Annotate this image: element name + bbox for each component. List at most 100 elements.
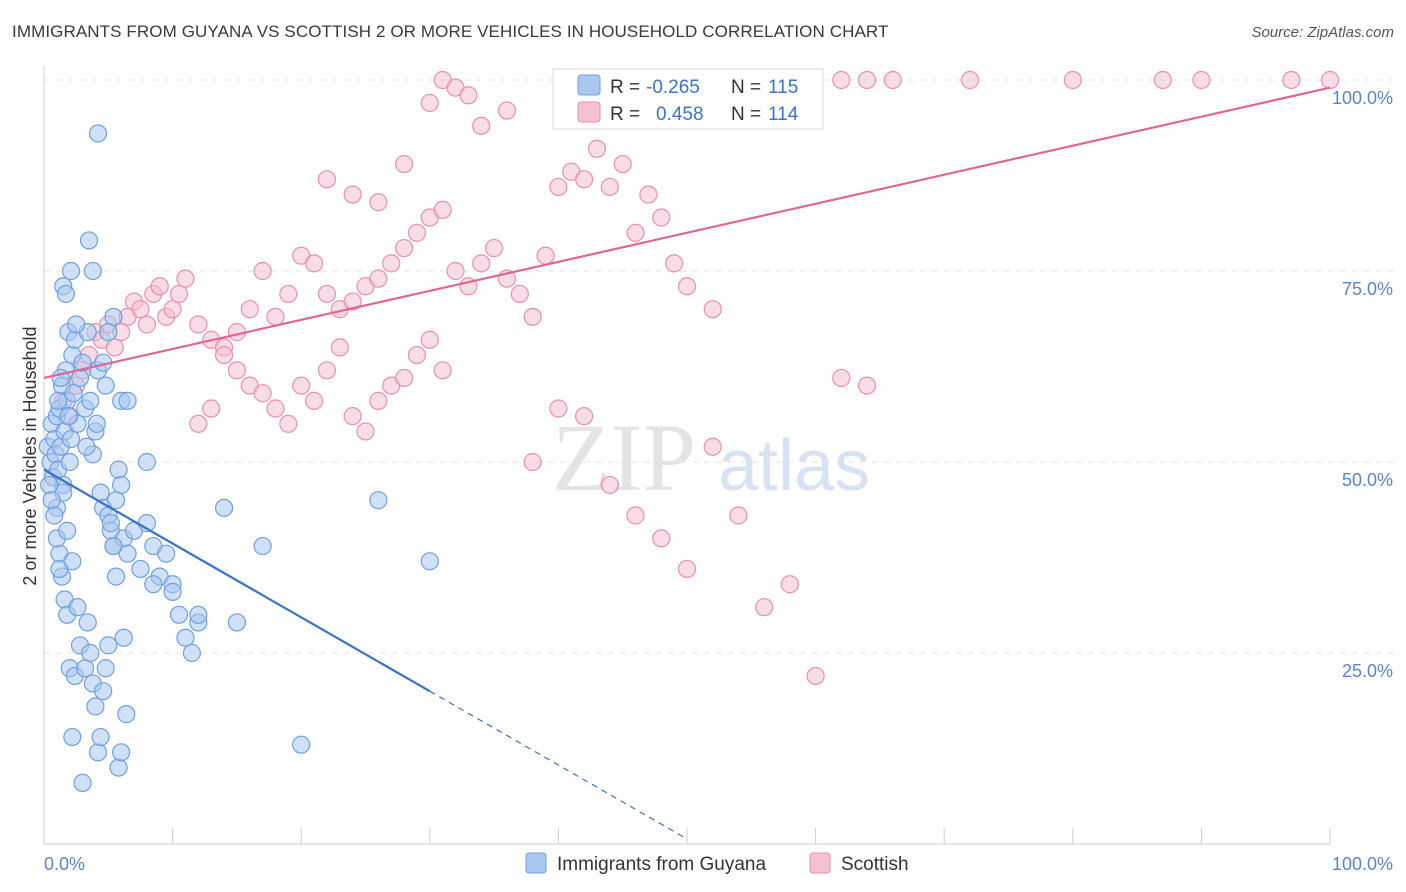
guyana-point-16: [60, 452, 79, 472]
scottish-point-99: [1320, 70, 1340, 90]
guyana-point-84: [83, 261, 102, 281]
guyana-point-68: [88, 743, 108, 762]
scottish-point-18: [169, 284, 189, 304]
guyana-point-58: [63, 727, 82, 747]
guyana-point-23: [73, 353, 92, 372]
guyana-point-73: [101, 514, 120, 533]
scottish-point-56: [394, 368, 414, 388]
legend-r-value-0: -0.265: [646, 77, 700, 98]
scottish-point-102: [575, 407, 594, 426]
scottish-point-59: [433, 361, 452, 380]
guyana-point-63: [76, 659, 95, 678]
scottish-point-87: [459, 86, 478, 105]
bottom-legend-swatch-guyana: [525, 852, 547, 874]
guyana-point-74: [104, 536, 123, 556]
guyana-point-82: [61, 261, 81, 281]
guyana-point-111: [59, 407, 78, 426]
guyana-point-99: [369, 491, 388, 510]
guyana-point-19: [64, 384, 83, 403]
scottish-point-113: [857, 376, 877, 395]
axes: [43, 66, 1331, 845]
scottish-point-53: [356, 422, 375, 441]
scottish-point-67: [536, 246, 555, 265]
chart-title: IMMIGRANTS FROM GUYANA VS SCOTTISH 2 OR …: [12, 22, 889, 41]
scottish-point-95: [1063, 70, 1082, 90]
legend-n-label-0: N =: [731, 77, 761, 98]
scottish-point-34: [369, 269, 388, 288]
y-tick-label-1: 50.0%: [1342, 470, 1393, 490]
scottish-point-73: [613, 154, 632, 174]
scottish-point-42: [214, 345, 234, 365]
guyana-point-109: [49, 391, 68, 410]
scottish-point-106: [677, 559, 697, 579]
scottish-point-46: [266, 307, 285, 326]
guyana-point-67: [86, 697, 105, 716]
scottish-point-77: [665, 254, 684, 273]
scottish-point-84: [420, 93, 439, 113]
guyana-point-106: [40, 475, 59, 495]
guyana-point-62: [73, 773, 92, 792]
guyana-point-85: [88, 124, 108, 143]
scottish-point-74: [626, 223, 645, 242]
guyana-point-64: [78, 613, 97, 632]
scottish-point-89: [497, 101, 517, 120]
guyana-point-76: [109, 758, 128, 777]
chart-source: Source: ZipAtlas.com: [1251, 24, 1394, 41]
guyana-point-78: [114, 628, 133, 647]
scottish-point-94: [960, 70, 980, 90]
scottish-point-83: [394, 154, 414, 174]
guyana-point-100: [420, 552, 439, 571]
guyana-point-46: [157, 544, 176, 563]
scottish-point-76: [652, 208, 671, 227]
scottish-point-92: [857, 70, 877, 90]
scottish-point-49: [304, 391, 324, 410]
guyana-trend-line: [43, 468, 431, 693]
scottish-point-23: [227, 361, 246, 380]
scottish-point-68: [549, 177, 568, 197]
bottom-legend-label-scottish: Scottish: [841, 854, 909, 875]
scottish-point-47: [279, 284, 298, 304]
guyana-point-71: [96, 659, 115, 678]
guyana-point-94: [189, 605, 208, 624]
scottish-point-97: [1192, 70, 1211, 90]
guyana-point-97: [253, 536, 272, 556]
guyana-point-114: [87, 414, 106, 433]
scottish-point-71: [587, 139, 607, 158]
trend-lines: [43, 86, 1331, 840]
scottish-point-20: [189, 315, 208, 334]
scottish-point-40: [189, 414, 208, 433]
watermark: ZIP atlas: [552, 404, 870, 511]
scottish-point-63: [485, 238, 504, 258]
scottish-point-54: [369, 391, 388, 410]
guyana-point-32: [96, 376, 115, 395]
scottish-point-26: [266, 399, 285, 418]
guyana-point-112: [67, 315, 86, 334]
scottish-point-50: [317, 361, 337, 380]
guyana-point-42: [131, 559, 150, 579]
scottish-point-103: [600, 475, 619, 495]
scottish-point-82: [369, 193, 388, 212]
scottish-point-107: [703, 437, 722, 456]
scottish-point-39: [433, 200, 452, 219]
scottish-point-36: [394, 238, 414, 258]
guyana-point-49: [176, 628, 195, 647]
scottish-point-66: [523, 307, 542, 326]
legend-swatch-scottish: [577, 101, 601, 123]
scottish-point-91: [832, 70, 851, 90]
guyana-point-37: [109, 460, 128, 479]
guyana-point-17: [61, 429, 81, 449]
scottish-point-79: [703, 300, 722, 319]
scottish-point-111: [806, 666, 825, 686]
scottish-point-37: [407, 223, 427, 242]
scottish-point-108: [729, 506, 748, 525]
scottish-point-45: [253, 261, 272, 281]
scottish-point-100: [523, 452, 542, 472]
guyana-point-65: [81, 643, 100, 663]
scottish-point-75: [639, 185, 658, 204]
guyana-point-105: [63, 552, 82, 571]
guyana-point-83: [79, 231, 99, 250]
guyana-point-50: [182, 643, 201, 663]
y-tick-label-3: 100.0%: [1332, 88, 1393, 108]
scottish-point-110: [780, 575, 799, 594]
guyana-point-96: [227, 613, 246, 632]
